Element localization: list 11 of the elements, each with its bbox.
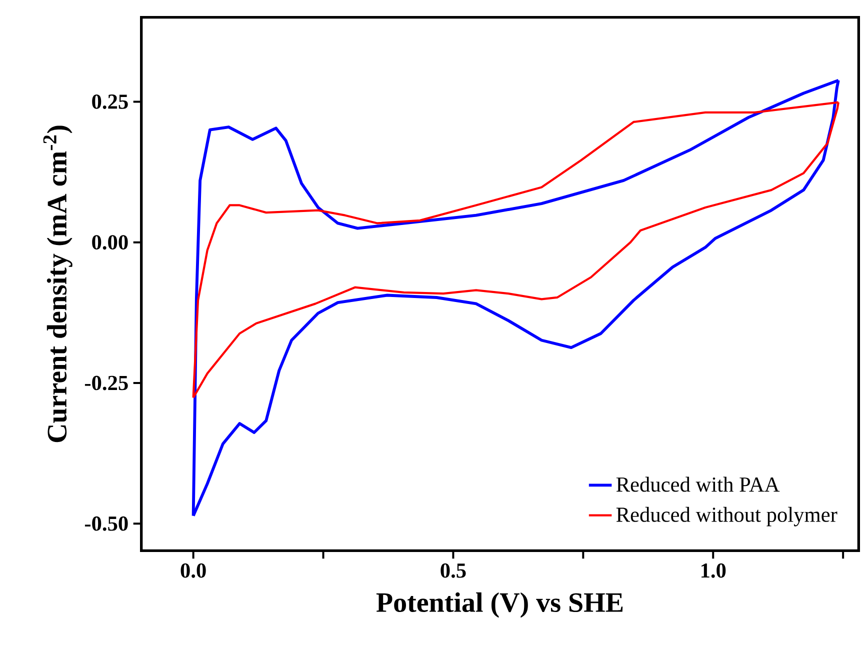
x-tick-label: 1.0 [702, 563, 726, 578]
x-tick-label: 0.0 [180, 563, 206, 578]
legend-label: Reduced without polymer [616, 506, 838, 526]
x-tick-label: 0.5 [440, 563, 466, 578]
x-axis-title: Potential (V) vs SHE [376, 592, 623, 618]
y-tick-label: -0.25 [84, 376, 128, 390]
y-tick-label: 0.25 [92, 94, 128, 109]
legend-label: Reduced with PAA [616, 476, 780, 492]
y-axis-title: Current density (mA cm$^{-2}$) [43, 126, 72, 442]
y-tick-label: 0.00 [92, 235, 128, 250]
y-tick-label: -0.50 [84, 516, 128, 531]
